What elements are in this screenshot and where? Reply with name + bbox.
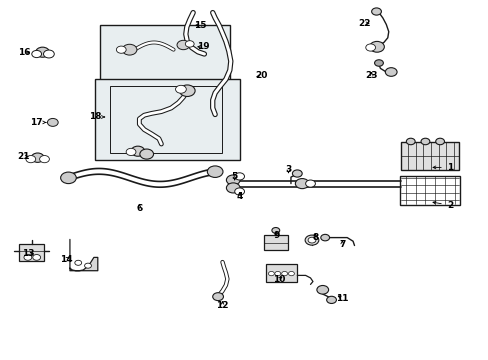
Circle shape — [84, 263, 91, 268]
Circle shape — [320, 234, 329, 241]
Circle shape — [420, 138, 429, 145]
Circle shape — [33, 255, 41, 260]
Text: 20: 20 — [255, 71, 267, 80]
Circle shape — [126, 148, 136, 156]
Circle shape — [374, 60, 383, 66]
Circle shape — [274, 271, 280, 276]
Text: 1: 1 — [432, 163, 452, 172]
Text: 10: 10 — [272, 274, 285, 284]
Circle shape — [177, 40, 189, 50]
Circle shape — [369, 41, 384, 52]
Circle shape — [295, 179, 308, 189]
Circle shape — [32, 50, 41, 58]
Bar — [399, 176, 459, 205]
Circle shape — [43, 50, 54, 58]
Circle shape — [406, 138, 414, 145]
Circle shape — [268, 271, 274, 276]
Circle shape — [385, 68, 396, 76]
Text: 11: 11 — [335, 294, 348, 302]
Bar — [95, 79, 239, 160]
Circle shape — [24, 255, 32, 260]
Circle shape — [271, 228, 279, 233]
Circle shape — [36, 47, 49, 57]
Bar — [110, 86, 222, 153]
Circle shape — [179, 85, 195, 96]
Text: 9: 9 — [272, 231, 279, 240]
Bar — [264, 235, 287, 250]
Text: 3: 3 — [285, 165, 291, 174]
Text: 21: 21 — [17, 152, 30, 161]
Circle shape — [140, 149, 153, 159]
Circle shape — [226, 183, 240, 193]
Text: 4: 4 — [236, 192, 243, 201]
Circle shape — [175, 85, 186, 93]
Text: 7: 7 — [338, 240, 345, 249]
Circle shape — [292, 170, 302, 177]
Circle shape — [75, 260, 81, 265]
Circle shape — [234, 173, 244, 180]
Bar — [265, 264, 297, 282]
Text: 2: 2 — [432, 201, 452, 210]
Text: 5: 5 — [231, 172, 237, 181]
Text: 6: 6 — [136, 204, 142, 213]
Text: 22: 22 — [357, 19, 370, 28]
Circle shape — [26, 156, 36, 163]
Circle shape — [40, 156, 49, 163]
Circle shape — [61, 172, 76, 184]
Circle shape — [288, 271, 294, 276]
Text: 16: 16 — [18, 48, 31, 57]
Text: 14: 14 — [60, 255, 72, 264]
Circle shape — [131, 146, 144, 156]
Circle shape — [226, 175, 240, 185]
Circle shape — [326, 296, 336, 303]
Bar — [100, 25, 229, 81]
Polygon shape — [70, 239, 98, 271]
Bar — [400, 142, 458, 170]
Text: 23: 23 — [365, 71, 377, 80]
Circle shape — [365, 44, 375, 51]
Text: 17: 17 — [30, 118, 46, 127]
Circle shape — [316, 285, 328, 294]
Bar — [19, 244, 44, 261]
Text: 13: 13 — [22, 249, 35, 258]
Circle shape — [234, 188, 244, 195]
Circle shape — [47, 118, 58, 126]
Circle shape — [307, 237, 315, 243]
Circle shape — [185, 41, 194, 47]
Circle shape — [435, 138, 444, 145]
Text: 18: 18 — [89, 112, 104, 121]
Circle shape — [116, 46, 126, 53]
Text: 15: 15 — [194, 21, 206, 30]
Circle shape — [212, 293, 223, 301]
Circle shape — [122, 44, 137, 55]
Circle shape — [305, 180, 315, 187]
Circle shape — [305, 235, 318, 245]
Text: 19: 19 — [196, 42, 209, 51]
Circle shape — [371, 8, 381, 15]
Text: 8: 8 — [312, 233, 318, 242]
Circle shape — [31, 153, 44, 162]
Circle shape — [207, 166, 223, 177]
Text: 12: 12 — [216, 302, 228, 310]
Circle shape — [281, 271, 287, 276]
